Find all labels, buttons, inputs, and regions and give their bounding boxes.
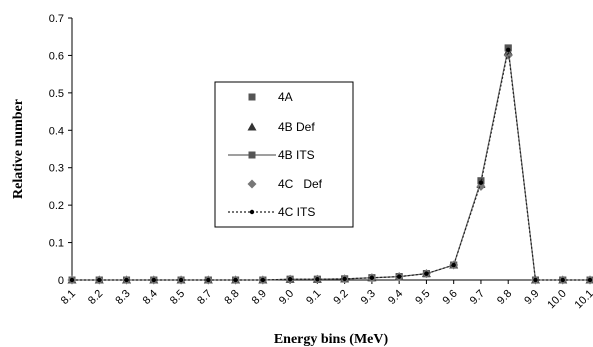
- data-point: [69, 277, 75, 283]
- legend-label: 4C Def: [278, 177, 323, 191]
- data-point: [97, 277, 102, 283]
- legend-entry-4c-def: 4C Def: [247, 177, 323, 191]
- legend-entry-4c-its: 4C ITS: [228, 205, 315, 219]
- y-tick-label: 0: [58, 275, 64, 287]
- data-point: [342, 276, 347, 282]
- data-point: [476, 181, 486, 191]
- data-point: [503, 50, 513, 60]
- x-tick-label: 10.1: [572, 288, 593, 312]
- x-tick-label: 8.8: [222, 288, 241, 307]
- data-point: [369, 275, 375, 280]
- series-layer: [67, 44, 593, 285]
- x-tick-label: 9.5: [413, 288, 432, 307]
- y-tick-label: 0.7: [49, 13, 64, 25]
- y-tick-label: 0.3: [49, 163, 64, 175]
- legend-label: 4C ITS: [278, 205, 315, 219]
- x-tick-label: 8.5: [168, 288, 187, 307]
- legend-entry-4a: 4A: [248, 90, 293, 104]
- y-tick-label: 0.1: [49, 238, 64, 250]
- data-point: [533, 277, 538, 283]
- data-point: [451, 262, 456, 268]
- legend-marker: [248, 93, 256, 101]
- legend-entry-4b-def: 4B Def: [247, 120, 315, 134]
- x-tick-label: 9.0: [277, 288, 296, 307]
- legend: 4A 4B Def 4B ITS 4C Def 4C ITS: [214, 81, 354, 228]
- x-tick-label: 9.7: [468, 288, 487, 307]
- data-point: [560, 277, 565, 283]
- data-point: [151, 277, 156, 283]
- x-tick-label: 9.9: [522, 288, 541, 307]
- data-point: [287, 277, 293, 282]
- y-tick-label: 0.6: [49, 50, 64, 62]
- y-ticks: 0 0.1 0.2 0.3 0.4 0.5 0.6 0.7: [49, 13, 72, 287]
- data-point: [124, 277, 129, 283]
- data-point: [506, 47, 511, 53]
- y-tick-label: 0.5: [49, 88, 64, 100]
- x-tick-label: 8.3: [113, 288, 132, 307]
- legend-label: 4B ITS: [278, 148, 315, 162]
- data-point: [315, 277, 320, 282]
- data-point: [260, 277, 266, 283]
- data-point: [178, 277, 184, 283]
- x-tick-label: 8.4: [141, 288, 160, 307]
- legend-entry-4b-its: 4B ITS: [228, 148, 315, 162]
- x-tick-label: 9.6: [441, 288, 460, 307]
- x-tick-label: 8.1: [59, 288, 78, 307]
- y-tick-label: 0.2: [49, 200, 64, 212]
- x-tick-label: 8.7: [195, 288, 214, 307]
- x-tick-label: 9.3: [359, 288, 378, 307]
- x-tick-label: 8.9: [250, 288, 269, 307]
- legend-marker: [249, 209, 255, 215]
- data-point: [424, 271, 429, 276]
- y-tick-label: 0.4: [49, 125, 64, 137]
- legend-label: 4A: [278, 90, 293, 104]
- legend-marker: [247, 122, 257, 131]
- legend-marker: [247, 179, 257, 189]
- x-tick-label: 9.4: [386, 288, 405, 307]
- data-point: [233, 277, 238, 283]
- x-tick-label: 9.1: [304, 288, 323, 307]
- data-point: [396, 274, 402, 279]
- x-tick-label: 8.2: [86, 288, 105, 307]
- x-axis-title: Energy bins (MeV): [274, 332, 389, 347]
- y-axis-title: Relative number: [11, 99, 26, 199]
- data-point: [587, 277, 593, 283]
- legend-label: 4B Def: [278, 120, 315, 134]
- legend-marker: [248, 151, 256, 159]
- x-tick-label: 9.2: [331, 288, 350, 307]
- series-4c-its: [69, 47, 593, 283]
- x-tick-label: 10.0: [545, 288, 569, 312]
- x-tick-label: 9.8: [495, 288, 514, 307]
- data-point: [206, 277, 211, 283]
- data-point: [478, 180, 484, 185]
- x-ticks: 8.1 8.2 8.3 8.4 8.5 8.7 8.8 8.9 9.0 9.1 9.2 9.3 9.4 9…: [59, 280, 593, 311]
